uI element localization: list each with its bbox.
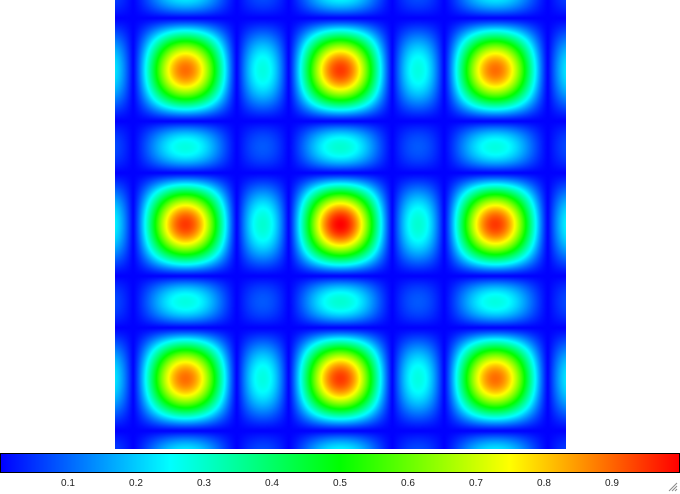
colorbar-tick-label: 0.5 <box>333 478 347 489</box>
colorbar-tick-label: 0.2 <box>129 478 143 489</box>
colorbar-gradient <box>1 454 679 472</box>
colorbar-tick-labels: 0.1 0.2 0.3 0.4 0.5 0.6 0.7 0.8 0.9 <box>0 478 680 492</box>
colorbar-tick-label: 0.4 <box>265 478 279 489</box>
colorbar-tick-label: 0.7 <box>469 478 483 489</box>
colorbar-tick-label: 0.8 <box>537 478 551 489</box>
resize-grip-icon[interactable] <box>666 480 678 492</box>
colorbar <box>0 453 680 473</box>
colorbar-tick-label: 0.1 <box>61 478 75 489</box>
colorbar-tick-label: 0.9 <box>605 478 619 489</box>
colorbar-tick-label: 0.6 <box>401 478 415 489</box>
colorbar-tick-label: 0.3 <box>197 478 211 489</box>
heatmap-image <box>115 0 566 449</box>
